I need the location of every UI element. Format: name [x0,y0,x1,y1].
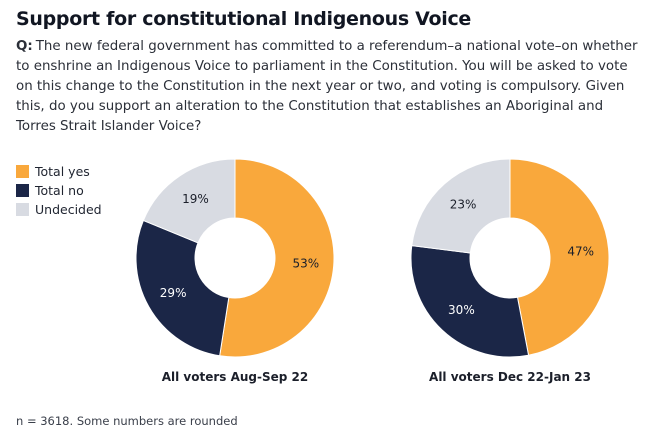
legend-swatch-total-yes [16,165,29,178]
legend-label-undecided: Undecided [35,202,102,217]
legend-swatch-undecided [16,203,29,216]
slice-label-undecided: 19% [182,192,209,206]
legend-item-total-no: Total no [16,181,102,200]
slice-label-total-no: 29% [160,286,187,300]
donut-chart-dec-22-jan-23: 47% 30% 23% [410,158,610,358]
slice-label-total-yes: 47% [567,244,594,258]
donut-slice-total-no [135,219,230,357]
slice-label-total-yes: 53% [292,257,319,271]
donut-slice-total-yes [219,158,335,358]
legend-swatch-total-no [16,184,29,197]
footnote: n = 3618. Some numbers are rounded [16,414,238,428]
legend-item-undecided: Undecided [16,200,102,219]
slice-label-total-no: 30% [448,303,475,317]
legend: Total yes Total no Undecided [16,162,102,219]
chart-caption-dec-22-jan-23: All voters Dec 22-Jan 23 [429,370,591,384]
donut-slice-total-yes [509,158,610,356]
legend-label-total-yes: Total yes [35,164,90,179]
legend-label-total-no: Total no [35,183,84,198]
chart-title: Support for constitutional Indigenous Vo… [16,8,472,30]
chart-caption-aug-sep-22: All voters Aug-Sep 22 [162,370,309,384]
donut-chart-aug-sep-22: 53% 29% 19% [135,158,335,358]
survey-question: Q: The new federal government has committ… [16,37,646,137]
donut-slice-undecided [411,158,511,254]
question-text: The new federal government has committed… [16,39,638,134]
legend-item-total-yes: Total yes [16,162,102,181]
donut-slice-undecided [142,158,236,244]
slice-label-undecided: 23% [450,198,477,212]
question-prefix: Q: [16,39,33,54]
donut-slice-total-no [410,245,530,358]
